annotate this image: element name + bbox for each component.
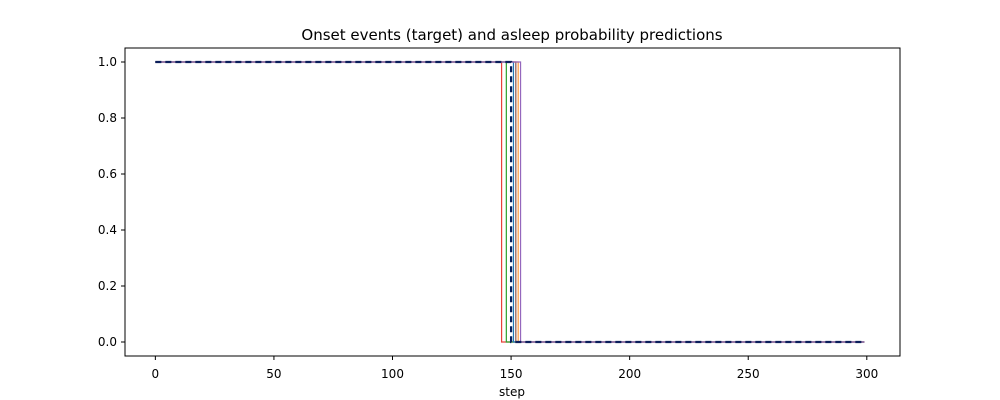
- chart-title: Onset events (target) and asleep probabi…: [301, 26, 722, 44]
- series-line-3: [155, 61, 865, 343]
- y-tick-label: 0.0: [98, 335, 117, 349]
- series-line-1: [155, 61, 865, 343]
- series-line-2: [155, 61, 865, 343]
- plot-frame: [124, 47, 901, 357]
- x-tick-label: 200: [618, 367, 641, 381]
- series-line-6: [155, 61, 865, 343]
- x-tick-label: 300: [855, 367, 878, 381]
- series-line-4: [155, 61, 865, 343]
- x-axis-label: step: [499, 385, 525, 399]
- x-tick-label: 100: [381, 367, 404, 381]
- series-line-7: [155, 60, 865, 344]
- series-line-5: [155, 61, 865, 343]
- x-tick-label: 0: [152, 367, 160, 381]
- y-tick-label: 0.6: [98, 167, 117, 181]
- y-tick-label: 0.2: [98, 279, 117, 293]
- y-tick-label: 1.0: [98, 55, 117, 69]
- x-axis: 0 50 100 150 200 250 300: [152, 356, 878, 381]
- x-tick-label: 50: [266, 367, 281, 381]
- x-tick-label: 150: [500, 367, 523, 381]
- x-tick-label: 250: [737, 367, 760, 381]
- y-tick-label: 0.4: [98, 223, 117, 237]
- y-tick-label: 0.8: [98, 111, 117, 125]
- series-layer: [155, 60, 865, 344]
- y-axis: 0.0 0.2 0.4 0.6 0.8 1.0: [98, 55, 125, 349]
